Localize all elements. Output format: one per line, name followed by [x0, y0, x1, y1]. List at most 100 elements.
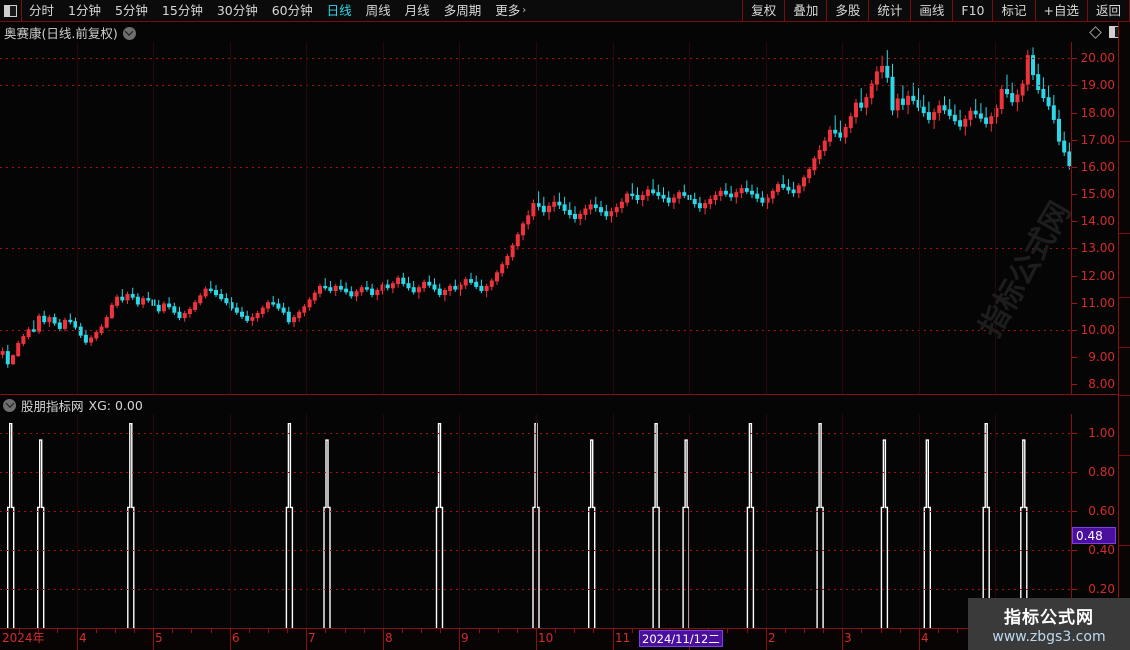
tool-button-8[interactable]: 返回 — [1086, 0, 1130, 22]
period-tab-2[interactable]: 5分钟 — [114, 2, 148, 18]
date-separator — [230, 629, 231, 650]
date-minor-tick — [421, 629, 422, 633]
date-axis-label: 11 — [615, 631, 631, 645]
tool-button-7[interactable]: +自选 — [1034, 0, 1087, 22]
indicator-axis-label: 1.00 — [1088, 426, 1115, 440]
circle-chevron-down-icon[interactable] — [3, 398, 16, 412]
vertical-gridline — [383, 414, 384, 628]
diamond-icon[interactable] — [1089, 25, 1102, 39]
period-tab-5[interactable]: 60分钟 — [271, 2, 313, 18]
vertical-gridline — [77, 414, 78, 628]
tool-button-1[interactable]: 叠加 — [784, 0, 826, 22]
vertical-gridline — [230, 42, 231, 394]
vertical-gridline — [153, 42, 154, 394]
chevron-right-icon: › — [522, 4, 527, 16]
gridline — [0, 589, 1071, 590]
right-side-strip[interactable] — [1118, 22, 1130, 650]
vertical-gridline — [459, 414, 460, 628]
vertical-gridline — [459, 42, 460, 394]
strip-segment-6[interactable] — [1119, 456, 1130, 546]
date-minor-tick — [881, 629, 882, 633]
indicator-chart-pane[interactable] — [0, 414, 1072, 628]
axis-tick — [1072, 248, 1077, 249]
period-tab-6[interactable]: 日线 — [326, 2, 352, 18]
strip-segment-2[interactable] — [1119, 234, 1130, 298]
period-tab-10[interactable]: 更多 › — [488, 0, 533, 21]
gridline — [0, 433, 1071, 434]
period-tab-3[interactable]: 15分钟 — [161, 2, 203, 18]
circle-chevron-down-icon[interactable] — [122, 26, 136, 40]
price-axis: 20.00 19.00 18.00 17.00 16.00 15.00 14.00 13.00… — [1072, 42, 1118, 395]
site-watermark: 指标公式网 www.zbgs3.com — [968, 598, 1130, 650]
axis-tick — [1072, 276, 1077, 277]
gridline — [0, 511, 1071, 512]
date-separator — [842, 629, 843, 650]
strip-segment-0[interactable] — [1119, 22, 1130, 142]
period-tab-7[interactable]: 周线 — [365, 2, 391, 18]
watermark-title: 指标公式网 — [1004, 608, 1094, 628]
date-axis-label: 9 — [461, 631, 469, 645]
date-minor-tick — [517, 629, 518, 633]
period-tab-4[interactable]: 30分钟 — [216, 2, 258, 18]
vertical-gridline — [306, 42, 307, 394]
axis-tick — [1072, 194, 1077, 195]
date-axis[interactable]: 2024年4567891011123452024/11/12二 — [0, 628, 1072, 650]
indicator-value: XG: 0.00 — [88, 397, 143, 413]
date-minor-tick — [747, 629, 748, 633]
date-minor-tick — [57, 629, 58, 633]
axis-tick — [1072, 357, 1077, 358]
indicator-axis-label: 0.40 — [1088, 543, 1115, 557]
period-tab-1[interactable]: 1分钟 — [68, 2, 101, 18]
axis-tick — [1072, 433, 1077, 434]
date-minor-tick — [574, 629, 575, 633]
tool-button-5[interactable]: F10 — [952, 0, 992, 22]
date-axis-label: 4 — [921, 631, 929, 645]
axis-tick — [1072, 472, 1077, 473]
date-axis-label: 6 — [232, 631, 240, 645]
gridline — [0, 85, 1071, 86]
candlestick-series — [0, 47, 1071, 368]
strip-segment-5[interactable] — [1119, 396, 1130, 456]
date-minor-tick — [96, 629, 97, 633]
vertical-gridline — [613, 414, 614, 628]
period-tab-8[interactable]: 月线 — [404, 2, 430, 18]
gridline — [0, 550, 1071, 551]
vertical-gridline — [766, 414, 767, 628]
tool-button-4[interactable]: 画线 — [910, 0, 952, 22]
top-toolbar: 分时 1分钟 5分钟 15分钟 30分钟 60分钟 日线 周线 月线 多周期 更多 › 复权 叠加 多股统… — [0, 0, 1130, 22]
strip-segment-4[interactable] — [1119, 348, 1130, 396]
date-minor-tick — [345, 629, 346, 633]
layout-panel-icon[interactable] — [0, 0, 22, 22]
indicator-name: 股朋指标网 — [21, 398, 84, 414]
axis-tick — [1072, 303, 1077, 304]
tool-button-0[interactable]: 复权 — [742, 0, 784, 22]
period-tab-9[interactable]: 多周期 — [443, 2, 482, 18]
price-chart-pane[interactable]: 指标公式网 — [0, 42, 1072, 395]
date-minor-tick — [632, 629, 633, 633]
axis-tick — [1072, 58, 1077, 59]
vertical-gridline — [383, 42, 384, 394]
date-minor-tick — [134, 629, 135, 633]
period-tab-0[interactable]: 分时 — [29, 2, 55, 18]
vertical-gridline — [842, 414, 843, 628]
date-axis-label: 5 — [155, 631, 163, 645]
watermark-url: www.zbgs3.com — [992, 629, 1106, 645]
tool-button-3[interactable]: 统计 — [868, 0, 910, 22]
axis-tick — [1072, 140, 1077, 141]
date-axis-label: 4 — [79, 631, 87, 645]
strip-segment-1[interactable] — [1119, 142, 1130, 234]
price-axis-label: 13.00 — [1080, 241, 1115, 255]
date-minor-tick — [38, 629, 39, 633]
tool-button-2[interactable]: 多股 — [826, 0, 868, 22]
date-minor-tick — [191, 629, 192, 633]
date-minor-tick — [804, 629, 805, 633]
date-minor-tick — [593, 629, 594, 633]
indicator-axis-label: 0.80 — [1088, 465, 1115, 479]
strip-segment-3[interactable] — [1119, 298, 1130, 348]
axis-tick — [1072, 589, 1077, 590]
tool-button-6[interactable]: 标记 — [992, 0, 1034, 22]
date-separator — [383, 629, 384, 650]
axis-tick — [1072, 511, 1077, 512]
vertical-gridline — [306, 414, 307, 628]
